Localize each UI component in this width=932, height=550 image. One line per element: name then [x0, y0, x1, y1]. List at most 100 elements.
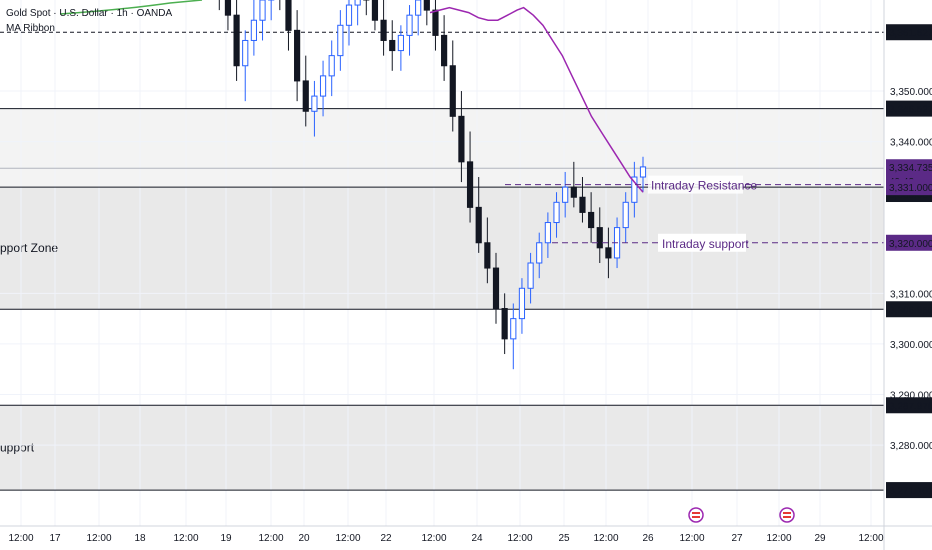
candle-body-46	[596, 227, 603, 249]
level-badge-5	[886, 482, 932, 499]
price-badge-text-support: 3,320.000	[889, 239, 932, 250]
us-event-icon-0	[688, 507, 704, 523]
candle-body-43	[570, 186, 577, 198]
candle-body-4	[233, 14, 240, 67]
chart-title: Gold Spot · U.S. Dollar · 1h · OANDA	[6, 8, 172, 19]
y-tick-label-5: 3,350.000	[890, 87, 932, 98]
support-label: Intraday support	[662, 237, 749, 251]
candle-body-41	[553, 201, 560, 224]
level-badge-text-4: 3,287.870	[889, 401, 932, 412]
candle-body-36	[510, 318, 517, 340]
candle-body-12	[302, 80, 309, 112]
candle-body-11	[294, 29, 301, 82]
candle-body-42	[562, 186, 569, 203]
candle-body-50	[631, 176, 638, 203]
x-tick-label-16: 12:00	[679, 533, 704, 544]
candle-body-37	[518, 287, 526, 320]
level-badge-text-3: 3,306.855	[889, 305, 932, 316]
candle-body-26	[423, 0, 430, 11]
x-tick-label-8: 12:00	[335, 533, 360, 544]
gridlines	[0, 0, 884, 526]
candle-body-44	[579, 196, 586, 213]
candle-body-33	[484, 242, 491, 269]
us-event-stripe-b-1	[783, 516, 791, 518]
resistance-label: Intraday Resistance	[651, 179, 757, 193]
time-axis[interactable]: 12:00 17 12:00 18 12:00 19 12:00 20 12:00 22 12:00…	[8, 533, 883, 544]
x-tick-label-9: 22	[380, 533, 392, 544]
candle-body-23	[397, 34, 404, 52]
y-tick-label-3: 3,310.000	[890, 289, 932, 300]
candle-body-16	[337, 24, 344, 57]
candle-body-27	[432, 9, 439, 36]
us-event-stripe-1	[783, 512, 791, 514]
candle-body-14	[319, 75, 327, 97]
x-tick-label-5: 19	[220, 533, 232, 544]
price-badge-resistance	[886, 179, 932, 196]
ma-ribbon	[59, 0, 644, 193]
x-tick-label-4: 12:00	[173, 533, 198, 544]
candle-body-7	[259, 0, 266, 21]
x-tick-label-20: 12:00	[858, 533, 883, 544]
y-tick-label-2: 3,300.000	[890, 340, 932, 351]
candle-body-40	[544, 222, 551, 244]
zone-band-1	[0, 405, 884, 491]
ma-green-line	[59, 0, 203, 15]
x-tick-label-17: 27	[731, 533, 743, 544]
resistance-label-bg	[648, 175, 743, 194]
x-tick-label-13: 25	[558, 533, 570, 544]
candle-body-22	[389, 39, 396, 52]
annotations: Intraday Resistance Intraday support	[505, 175, 884, 252]
x-tick-label-1: 17	[49, 533, 61, 544]
level-badge-1	[886, 100, 932, 117]
candle-body-5	[242, 39, 249, 67]
event-markers	[688, 507, 795, 523]
candle-body-34	[492, 267, 500, 310]
x-tick-label-0: 12:00	[8, 533, 33, 544]
candle-body-24	[406, 14, 413, 36]
level-badge-text-1: 3,346.527	[889, 105, 932, 116]
zone-band-0	[0, 187, 884, 310]
candle-body-49	[622, 201, 629, 229]
candle-body-6	[250, 19, 257, 41]
y-tick-label-1: 3,290.000	[890, 391, 932, 402]
x-tick-label-11: 24	[471, 533, 483, 544]
candle-body-28	[441, 34, 448, 67]
price-badge-support	[886, 234, 932, 251]
indicator-label: MA Ribbon	[6, 23, 55, 34]
us-event-stripe-b-0	[692, 516, 700, 518]
candle-body-21	[380, 19, 387, 41]
x-tick-label-14: 12:00	[593, 533, 618, 544]
level-badge-text-5: 3,271.101	[889, 486, 932, 497]
price-badge-text-current: 3,334.735	[889, 163, 932, 174]
x-tick-label-3: 18	[134, 533, 146, 544]
us-event-stripe-0	[692, 512, 700, 514]
price-axis[interactable]: 3,280.000 3,290.000 3,300.000 3,310.000 3,34…	[886, 24, 932, 499]
x-tick-label-18: 12:00	[766, 533, 791, 544]
price-badge-text-ma: 3,330.036	[889, 190, 932, 201]
candle-body-3	[224, 0, 232, 16]
x-tick-label-2: 12:00	[86, 533, 111, 544]
candle-body-38	[527, 262, 534, 289]
y-tick-label-4: 3,340.000	[890, 138, 932, 149]
level-badge-3	[886, 301, 932, 318]
candle-body-15	[328, 55, 335, 77]
candle-body-25	[415, 0, 422, 16]
y-tick-label-0: 3,280.000	[890, 441, 932, 452]
support-label-bg	[658, 233, 746, 252]
level-badge-0	[886, 24, 932, 41]
x-tick-label-19: 29	[814, 533, 826, 544]
candle-body-32	[475, 206, 482, 244]
price-badge-text-resistance: 3,331.000	[889, 183, 932, 194]
candle-body-29	[449, 65, 456, 117]
candle-body-47	[605, 247, 612, 259]
candle-body-13	[311, 95, 318, 112]
candle-body-35	[501, 308, 508, 340]
level-lines	[0, 31, 884, 491]
zone-label-1: upport	[0, 441, 35, 455]
x-tick-label-15: 26	[642, 533, 654, 544]
us-event-icon-1	[779, 507, 795, 523]
candle-body-39	[536, 242, 543, 264]
x-tick-label-12: 12:00	[507, 533, 532, 544]
zones: pport Zone upport	[0, 108, 884, 491]
